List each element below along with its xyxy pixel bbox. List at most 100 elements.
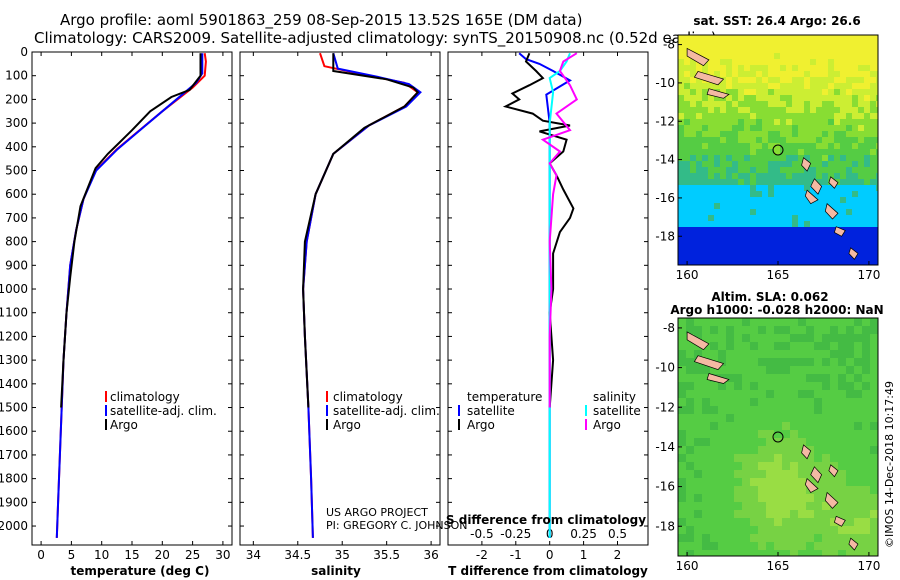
map-cell [690, 47, 697, 54]
map-cell [720, 113, 727, 120]
map-cell [876, 239, 878, 246]
sst-map-axes: 160 165 170-8-10-12-14-16-18 [655, 38, 880, 282]
map-cell [858, 95, 865, 102]
map-cell [696, 149, 703, 156]
map-cell [810, 143, 817, 150]
map-cell [828, 143, 835, 150]
map-cell [690, 245, 697, 252]
map-cell [774, 358, 783, 367]
map-cell [744, 119, 751, 126]
map-cell [742, 326, 751, 335]
map-cell [816, 143, 823, 150]
map-cell [870, 422, 878, 431]
map-cell [782, 502, 791, 511]
map-cell [708, 257, 715, 264]
map-cell [694, 374, 703, 383]
map-cell [828, 197, 835, 204]
map-cell [726, 326, 735, 335]
map-cell [738, 83, 745, 90]
map-cell [702, 233, 709, 240]
map-cell [732, 179, 739, 186]
map-cell [744, 125, 751, 132]
map-cell [852, 239, 859, 246]
map-cell [876, 137, 878, 144]
map-cell [806, 430, 815, 439]
map-cell [816, 95, 823, 102]
map-cell [756, 233, 763, 240]
map-cell [750, 125, 757, 132]
map-cell [738, 41, 745, 48]
header-line1: Argo profile: aoml 5901863_259 08-Sep-20… [60, 11, 582, 30]
map-cell [858, 113, 865, 120]
map-cell [694, 526, 703, 535]
map-cell [686, 526, 695, 535]
map-cell [726, 107, 733, 114]
map-cell [870, 494, 878, 503]
map-cell [694, 406, 703, 415]
map-cell [720, 41, 727, 48]
map-cell [834, 47, 841, 54]
map-cell [834, 173, 841, 180]
map-cell [678, 414, 687, 423]
map-y-tick-label: -18 [655, 229, 675, 243]
map-cell [792, 263, 799, 265]
map-cell [854, 374, 863, 383]
map-cell [684, 185, 691, 192]
map-cell [854, 318, 863, 327]
map-cell [734, 494, 743, 503]
map-cell [780, 149, 787, 156]
map-cell [782, 342, 791, 351]
map-cell [744, 137, 751, 144]
map-cell [834, 71, 841, 78]
map-cell [852, 245, 859, 252]
map-cell [696, 119, 703, 126]
map-cell [864, 233, 871, 240]
map-cell [694, 382, 703, 391]
map-cell [750, 245, 757, 252]
map-cell [864, 113, 871, 120]
map-cell [762, 263, 769, 265]
map-cell [822, 185, 829, 192]
map-cell [828, 155, 835, 162]
map-cell [714, 119, 721, 126]
map-cell [758, 342, 767, 351]
map-cell [814, 390, 823, 399]
map-cell [858, 203, 865, 210]
map-cell [846, 113, 853, 120]
map-cell [710, 486, 719, 495]
map-cell [858, 71, 865, 78]
difference-x-axis: -2 -1 0 1 2 [476, 52, 621, 562]
map-cell [738, 95, 745, 102]
map-cell [686, 518, 695, 527]
map-cell [684, 95, 691, 102]
map-cell [708, 251, 715, 258]
map-cell [816, 119, 823, 126]
map-cell [804, 179, 811, 186]
map-cell [816, 161, 823, 168]
map-cell [870, 149, 877, 156]
map-cell [738, 215, 745, 222]
map-cell [726, 251, 733, 258]
map-cell [714, 221, 721, 228]
map-cell [750, 510, 759, 519]
map-cell [810, 35, 817, 42]
map-cell [864, 191, 871, 198]
map-cell [766, 374, 775, 383]
map-cell [768, 137, 775, 144]
map-cell [876, 131, 878, 138]
map-cell [678, 358, 687, 367]
map-cell [782, 542, 791, 551]
map-cell [750, 366, 759, 375]
map-cell [734, 422, 743, 431]
map-cell [714, 233, 721, 240]
map-cell [690, 101, 697, 108]
map-cell [774, 173, 781, 180]
map-cell [774, 366, 783, 375]
map-cell [756, 107, 763, 114]
map-cell [768, 113, 775, 120]
map-cell [750, 422, 759, 431]
map-cell [782, 446, 791, 455]
map-cell [678, 143, 685, 150]
map-cell [756, 179, 763, 186]
map-cell [790, 366, 799, 375]
